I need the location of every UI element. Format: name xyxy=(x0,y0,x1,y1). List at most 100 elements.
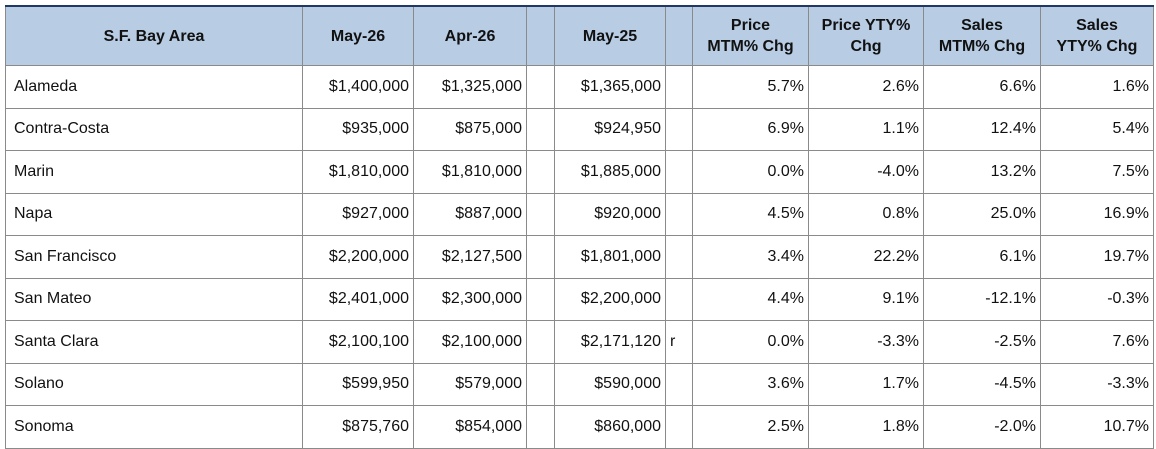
header-line: MTM% Chg xyxy=(707,38,794,55)
cell: 16.9% xyxy=(1040,192,1154,236)
spacer-header xyxy=(665,5,693,66)
cell: $2,100,100 xyxy=(302,320,414,364)
header-line: Sales xyxy=(1076,17,1118,34)
cell: -3.3% xyxy=(808,320,924,364)
cell: $887,000 xyxy=(413,192,527,236)
cell: $2,200,000 xyxy=(554,277,666,321)
spacer-cell xyxy=(665,65,693,109)
cell: 1.6% xyxy=(1040,65,1154,109)
cell: 7.5% xyxy=(1040,150,1154,194)
cell: 2.6% xyxy=(808,65,924,109)
cell: -0.3% xyxy=(1040,277,1154,321)
cell: $1,885,000 xyxy=(554,150,666,194)
cell: 5.4% xyxy=(1040,107,1154,151)
cell: 2.5% xyxy=(692,405,809,449)
cell: 3.4% xyxy=(692,235,809,279)
spacer-cell xyxy=(665,362,693,406)
area-name: Napa xyxy=(5,192,303,236)
cell: -12.1% xyxy=(923,277,1041,321)
cell: $2,200,000 xyxy=(302,235,414,279)
cell: $1,400,000 xyxy=(302,65,414,109)
area-name: Sonoma xyxy=(5,405,303,449)
header-line: Sales xyxy=(961,17,1003,34)
area-name: Solano xyxy=(5,362,303,406)
cell: 22.2% xyxy=(808,235,924,279)
spacer-cell xyxy=(526,65,555,109)
cell: -2.0% xyxy=(923,405,1041,449)
spacer-cell xyxy=(665,277,693,321)
header-row: S.F. Bay Area May-26 Apr-26 May-25 Price MTM%… xyxy=(5,5,1154,66)
spacer-cell xyxy=(665,192,693,236)
cell: 12.4% xyxy=(923,107,1041,151)
header-line: Price xyxy=(730,17,771,34)
cell: $599,950 xyxy=(302,362,414,406)
spacer-cell xyxy=(665,405,693,449)
area-name: Santa Clara xyxy=(5,320,303,364)
table-row: Alameda $1,400,000 $1,325,000 $1,365,000 5.7… xyxy=(5,65,1154,109)
cell: 9.1% xyxy=(808,277,924,321)
header-line: May-26 xyxy=(330,27,386,45)
cell: $927,000 xyxy=(302,192,414,236)
cell: 0.8% xyxy=(808,192,924,236)
spacer-cell xyxy=(526,150,555,194)
spacer-cell xyxy=(526,320,555,364)
column-header: May-25 xyxy=(554,5,666,66)
bay-area-table: S.F. Bay Area May-26 Apr-26 May-25 Price MTM%… xyxy=(5,5,1154,449)
area-name: Contra-Costa xyxy=(5,107,303,151)
cell: 1.1% xyxy=(808,107,924,151)
spacer-cell xyxy=(526,235,555,279)
cell: $924,950 xyxy=(554,107,666,151)
header-line: Chg xyxy=(850,38,882,55)
cell: $1,325,000 xyxy=(413,65,527,109)
cell: 0.0% xyxy=(692,150,809,194)
cell: -2.5% xyxy=(923,320,1041,364)
cell: $860,000 xyxy=(554,405,666,449)
column-header: Price MTM% Chg xyxy=(692,5,809,66)
area-name: Marin xyxy=(5,150,303,194)
cell: $2,100,000 xyxy=(413,320,527,364)
cell: $2,300,000 xyxy=(413,277,527,321)
spacer-cell xyxy=(526,107,555,151)
column-header: May-26 xyxy=(302,5,414,66)
cell: 1.8% xyxy=(808,405,924,449)
column-header: Sales MTM% Chg xyxy=(923,5,1041,66)
cell: $2,401,000 xyxy=(302,277,414,321)
cell: $875,000 xyxy=(413,107,527,151)
table-row: Santa Clara $2,100,100 $2,100,000 $2,171,12… xyxy=(5,320,1154,364)
column-header: Apr-26 xyxy=(413,5,527,66)
column-header: S.F. Bay Area xyxy=(5,5,303,66)
cell: 1.7% xyxy=(808,362,924,406)
spacer-cell xyxy=(526,277,555,321)
cell: $920,000 xyxy=(554,192,666,236)
area-name: San Francisco xyxy=(5,235,303,279)
header-line: MTM% Chg xyxy=(938,38,1026,55)
cell: 13.2% xyxy=(923,150,1041,194)
cell: 4.5% xyxy=(692,192,809,236)
column-header: Price YTY% Chg xyxy=(808,5,924,66)
spacer-header xyxy=(526,5,555,66)
area-name: Alameda xyxy=(5,65,303,109)
spacer-cell xyxy=(526,405,555,449)
cell: 6.9% xyxy=(692,107,809,151)
area-name: San Mateo xyxy=(5,277,303,321)
table-row: Napa $927,000 $887,000 $920,000 4.5% 0.8% 25.0… xyxy=(5,192,1154,236)
cell: 10.7% xyxy=(1040,405,1154,449)
cell: $854,000 xyxy=(413,405,527,449)
header-line: Apr-26 xyxy=(444,27,496,45)
header-line: May-25 xyxy=(582,27,638,45)
cell: $875,760 xyxy=(302,405,414,449)
cell: 19.7% xyxy=(1040,235,1154,279)
cell: $1,810,000 xyxy=(413,150,527,194)
cell: 0.0% xyxy=(692,320,809,364)
header-line: S.F. Bay Area xyxy=(103,27,205,45)
cell: $1,810,000 xyxy=(302,150,414,194)
spacer-cell xyxy=(665,150,693,194)
cell: 7.6% xyxy=(1040,320,1154,364)
table-row: San Mateo $2,401,000 $2,300,000 $2,200,000 4… xyxy=(5,277,1154,321)
cell: $935,000 xyxy=(302,107,414,151)
spacer-cell xyxy=(665,107,693,151)
cell: 6.6% xyxy=(923,65,1041,109)
cell: -4.5% xyxy=(923,362,1041,406)
table-row: San Francisco $2,200,000 $2,127,500 $1,801,… xyxy=(5,235,1154,279)
